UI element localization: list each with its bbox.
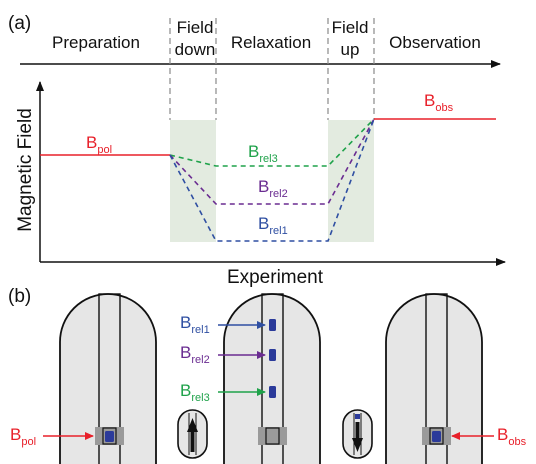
panel-b-label: (b) <box>8 286 31 307</box>
b-rel1-sample-label: Brel1 <box>180 313 210 336</box>
b-rel3-label: Brel3 <box>248 142 278 165</box>
arrow-up-icon <box>187 418 198 452</box>
shuttle-down-capsule <box>342 409 373 459</box>
b-obs-label: Bobs <box>424 91 454 114</box>
magnet-left <box>59 293 157 464</box>
b-rel1-label: Brel1 <box>258 214 288 237</box>
phase-observation-label: Observation <box>389 33 481 52</box>
b-rel2-label: Brel2 <box>258 177 288 200</box>
b-rel2-curve <box>169 118 375 205</box>
sample-rel2 <box>269 349 276 361</box>
phase-field-down-label-line2: down <box>175 40 216 59</box>
phase-preparation-label: Preparation <box>52 33 140 52</box>
sample-holder <box>258 427 287 445</box>
b-rel2-sample-label: Brel2 <box>180 343 210 366</box>
arrow-down-icon <box>352 422 363 452</box>
b-rel3-curve <box>169 118 375 167</box>
panel-a: (a) Preparation Field down Relaxation Fi… <box>8 13 506 288</box>
sample-rel1 <box>269 319 276 331</box>
magnet-right <box>385 293 483 464</box>
panel-b: (b) <box>8 286 527 464</box>
x-axis-label: Experiment <box>227 267 324 288</box>
field-down-region <box>170 120 216 242</box>
phase-separators <box>169 18 375 120</box>
phase-field-up-label-line1: Field <box>332 18 369 37</box>
sample-rel3 <box>269 386 276 398</box>
b-obs-sample-label: Bobs <box>497 425 527 448</box>
panel-a-label: (a) <box>8 13 31 34</box>
b-pol-sample-label: Bpol <box>10 425 36 448</box>
phase-field-down-label-line1: Field <box>177 18 214 37</box>
sample <box>105 431 114 442</box>
phase-field-up-label-line2: up <box>341 40 360 59</box>
sample <box>432 431 441 442</box>
phase-relaxation-label: Relaxation <box>231 33 311 52</box>
shuttle-up-capsule <box>177 409 208 459</box>
magnet-middle <box>223 293 321 464</box>
b-rel3-sample-label: Brel3 <box>180 381 210 404</box>
b-pol-label: Bpol <box>86 133 112 156</box>
y-axis-label: Magnetic Field <box>15 108 36 232</box>
b-rel1-curve <box>169 118 375 242</box>
